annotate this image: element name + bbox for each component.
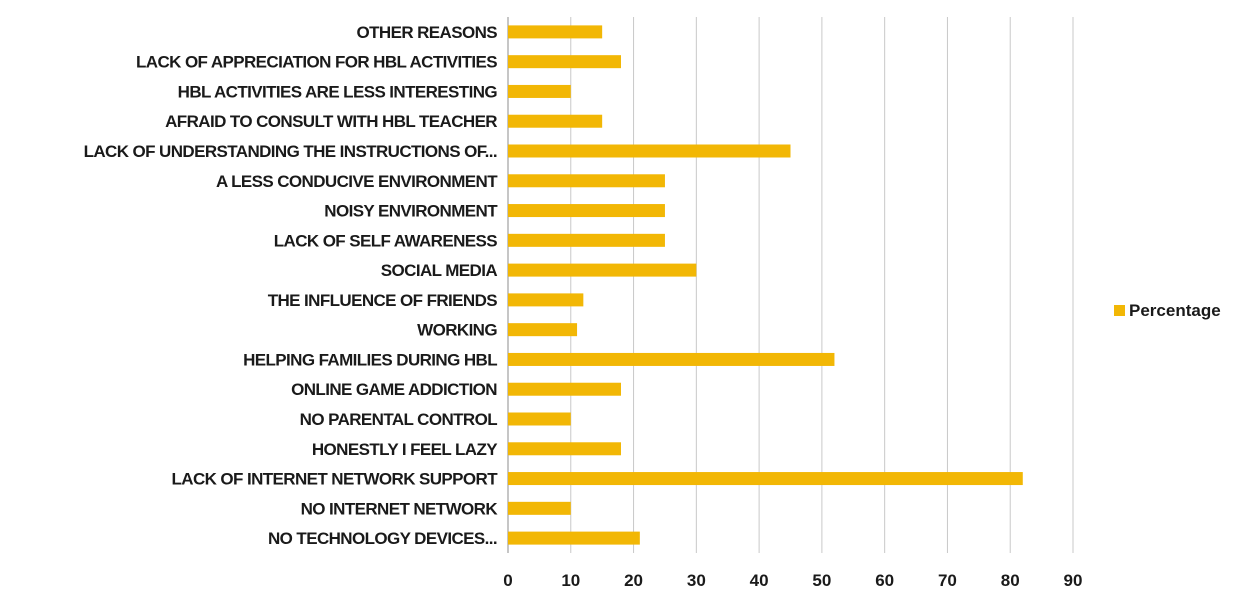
legend-swatch	[1114, 305, 1125, 316]
category-label: SOCIAL MEDIA	[381, 261, 498, 280]
bar	[508, 114, 603, 128]
x-tick-label: 10	[561, 571, 580, 590]
gridlines	[507, 17, 1074, 553]
bar	[508, 442, 621, 456]
x-tick-label: 20	[624, 571, 643, 590]
bar	[508, 323, 578, 337]
x-tick-label: 50	[812, 571, 831, 590]
bar	[508, 352, 835, 366]
bar	[508, 382, 621, 396]
category-label: OTHER REASONS	[357, 23, 498, 42]
category-label: A LESS CONDUCIVE ENVIRONMENT	[216, 172, 498, 191]
bar	[508, 293, 584, 307]
bar	[508, 472, 1023, 486]
bar	[508, 501, 571, 515]
x-tick-label: 90	[1064, 571, 1083, 590]
category-label: AFRAID TO CONSULT WITH HBL TEACHER	[165, 112, 497, 131]
bar	[508, 233, 665, 247]
bar	[508, 25, 603, 39]
category-label: NO INTERNET NETWORK	[301, 499, 499, 518]
bar	[508, 144, 791, 158]
bar	[508, 531, 640, 545]
x-tick-label: 30	[687, 571, 706, 590]
x-tick-label: 80	[1001, 571, 1020, 590]
category-label: HELPING FAMILIES DURING HBL	[243, 350, 497, 369]
category-label: LACK OF SELF AWARENESS	[274, 231, 498, 250]
x-tick-labels: 0 10 20 30 40 50 60 70 80 90	[503, 571, 1082, 590]
bar	[508, 204, 665, 218]
bar	[508, 55, 621, 69]
x-tick-label: 40	[750, 571, 769, 590]
x-tick-label: 60	[875, 571, 894, 590]
bar	[508, 263, 697, 277]
bar	[508, 84, 571, 98]
bars	[508, 25, 1023, 545]
category-label: HBL ACTIVITIES ARE LESS INTERESTING	[178, 82, 498, 101]
bar	[508, 174, 665, 188]
category-label: NOISY ENVIRONMENT	[324, 202, 498, 221]
category-labels: NO TECHNOLOGY DEVICES... NO INTERNET NETW…	[84, 23, 499, 548]
bar	[508, 412, 571, 426]
category-label: HONESTLY I FEEL LAZY	[312, 440, 498, 459]
x-tick-label: 70	[938, 571, 957, 590]
category-label: NO TECHNOLOGY DEVICES...	[268, 529, 497, 548]
category-label: ONLINE GAME ADDICTION	[291, 380, 497, 399]
category-label: LACK OF APPRECIATION FOR HBL ACTIVITIES	[136, 53, 497, 72]
legend-label: Percentage	[1129, 301, 1221, 320]
category-label: WORKING	[417, 321, 497, 340]
category-label: THE INFLUENCE OF FRIENDS	[268, 291, 498, 310]
category-label: LACK OF INTERNET NETWORK SUPPORT	[171, 470, 498, 489]
category-label: LACK OF UNDERSTANDING THE INSTRUCTIONS O…	[84, 142, 497, 161]
x-tick-label: 0	[503, 571, 512, 590]
category-label: NO PARENTAL CONTROL	[300, 410, 498, 429]
legend: Percentage	[1114, 301, 1221, 320]
